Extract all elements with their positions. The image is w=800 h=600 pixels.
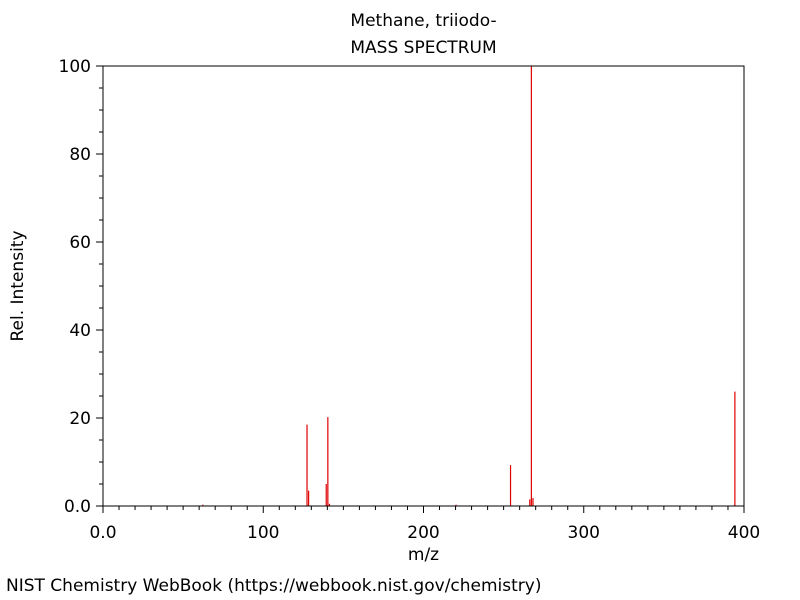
y-tick-label: 80	[69, 145, 91, 165]
x-tick-label: 100	[247, 523, 279, 543]
x-tick-label: 200	[407, 523, 439, 543]
x-tick-label: 300	[568, 523, 600, 543]
peak-bars	[202, 66, 736, 506]
y-tick-label: 20	[69, 409, 91, 429]
y-tick-label: 100	[59, 57, 91, 77]
y-axis-ticks: 0.0 20 40 60 80 100	[59, 57, 103, 517]
x-axis-ticks: 0.0 100 200 300 400	[89, 506, 760, 543]
x-tick-label: 400	[728, 523, 760, 543]
source-footer: NIST Chemistry WebBook (https://webbook.…	[6, 576, 542, 596]
y-tick-label: 40	[69, 321, 91, 341]
plot-frame	[102, 65, 745, 507]
y-tick-label: 60	[69, 233, 91, 253]
chart-title: Methane, triiodo-	[350, 11, 497, 31]
chart-subtitle: MASS SPECTRUM	[350, 38, 497, 58]
x-axis-label: m/z	[407, 545, 440, 565]
y-tick-label: 0.0	[64, 497, 91, 517]
x-tick-label: 0.0	[89, 523, 116, 543]
y-axis-label: Rel. Intensity	[8, 230, 28, 342]
